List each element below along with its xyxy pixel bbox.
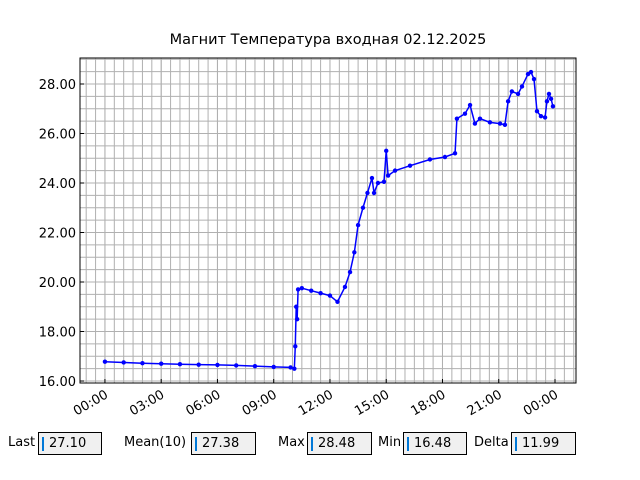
point: [335, 299, 340, 305]
point: [407, 163, 413, 168]
point: [550, 104, 556, 109]
point: [299, 285, 305, 291]
point: [392, 168, 398, 173]
point: [295, 287, 301, 292]
x-tick-label: 15:00: [352, 387, 392, 419]
y-tick-label: 22.00: [39, 227, 76, 242]
point: [467, 102, 473, 108]
point: [477, 116, 483, 121]
point: [342, 284, 348, 290]
point: [375, 180, 381, 186]
x-tick-label: 21:00: [465, 387, 505, 419]
plot-frame: [79, 57, 577, 384]
point: [528, 69, 534, 75]
point: [515, 91, 521, 97]
point: [294, 304, 299, 309]
field-label: Mean(10): [124, 435, 187, 450]
point: [196, 362, 201, 367]
point: [531, 76, 537, 82]
y-tick-label: 18.00: [39, 326, 76, 341]
point: [497, 121, 503, 126]
point: [369, 175, 375, 181]
point: [546, 91, 552, 97]
point: [462, 111, 468, 116]
point: [505, 99, 511, 104]
point: [309, 288, 314, 293]
field-value[interactable]: 28.48: [307, 432, 372, 455]
point: [102, 359, 108, 364]
field-label: Max: [278, 435, 305, 450]
point: [365, 190, 370, 196]
series-line: [104, 70, 554, 370]
point: [454, 116, 460, 121]
point: [215, 362, 220, 368]
x-tick-label: 00:00: [71, 387, 111, 419]
point: [452, 151, 458, 156]
point: [509, 89, 515, 94]
point: [472, 121, 478, 126]
field-value[interactable]: 11.99: [511, 432, 576, 455]
point: [534, 109, 540, 114]
y-tick-label: 24.00: [39, 177, 76, 192]
point: [385, 173, 391, 178]
point: [252, 363, 258, 369]
point: [158, 361, 164, 366]
point: [294, 316, 300, 322]
point: [355, 222, 361, 228]
point: [234, 363, 239, 368]
point: [288, 365, 293, 370]
y-tick-label: 28.00: [39, 78, 76, 93]
point: [121, 360, 126, 365]
point: [502, 122, 508, 128]
point: [442, 154, 448, 160]
point: [140, 360, 145, 366]
point: [327, 293, 333, 298]
point: [318, 290, 323, 296]
field-label: Min: [378, 435, 402, 450]
point: [548, 96, 554, 102]
point: [177, 361, 183, 367]
point: [347, 269, 353, 275]
y-tick-label: 16.00: [39, 375, 76, 390]
x-tick-label: 00:00: [521, 387, 561, 419]
point: [538, 113, 544, 119]
point: [360, 205, 366, 210]
field-value[interactable]: 27.38: [191, 432, 256, 455]
x-tick-label: 12:00: [296, 387, 336, 419]
point: [384, 148, 389, 154]
x-tick-label: 09:00: [240, 387, 280, 419]
field-label: Last: [8, 435, 36, 450]
point: [381, 179, 387, 184]
point: [293, 344, 298, 349]
chart-title: Магнит Температура входная 02.12.2025: [170, 32, 487, 48]
point: [544, 99, 550, 104]
y-tick-label: 20.00: [39, 276, 76, 291]
point: [542, 115, 548, 120]
x-tick-label: 18:00: [409, 387, 449, 419]
point: [487, 120, 493, 125]
field-value[interactable]: 27.10: [38, 432, 102, 455]
field-value[interactable]: 16.48: [403, 432, 467, 455]
x-tick-label: 06:00: [184, 387, 224, 419]
point: [519, 84, 525, 89]
point: [371, 190, 377, 196]
field-label: Delta: [474, 435, 509, 450]
point: [352, 250, 357, 255]
point: [271, 364, 276, 370]
x-tick-label: 03:00: [127, 387, 167, 419]
y-tick-label: 26.00: [39, 127, 76, 142]
point: [427, 157, 433, 162]
point: [292, 366, 297, 371]
